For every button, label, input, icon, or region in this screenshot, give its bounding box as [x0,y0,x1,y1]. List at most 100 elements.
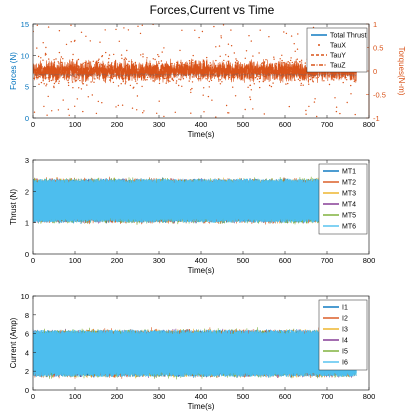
tau-x-point [117,104,120,107]
tau-x-point [155,75,157,77]
tau-x-point [184,74,187,77]
tau-x-point [175,65,177,68]
tau-x-point [68,67,71,69]
tau-x-point [48,67,51,69]
tau-x-point [288,74,290,76]
tau-x-point [101,102,103,104]
tau-x-point [62,99,64,101]
tau-x-point [121,104,124,106]
tau-x-point [268,84,271,87]
tau-x-point [90,81,92,83]
tau-x-point [276,71,278,74]
tau-x-point [179,49,181,52]
tau-x-point [256,78,259,80]
tau-x-point [208,80,210,83]
tau-x-point [134,65,136,68]
x-tick-label: 100 [69,120,82,129]
right-tick-label: -0.5 [373,91,386,100]
tau-x-point [197,66,199,68]
series-mt6 [33,178,357,223]
legend-label: TauX [330,43,346,50]
tau-x-point [121,76,123,78]
x-tick-label: 0 [31,120,35,129]
tau-x-point [259,29,261,31]
tau-x-point [53,86,55,89]
tau-x-point [39,65,42,68]
tau-x-point [174,75,176,78]
tau-x-point [354,113,356,116]
tau-x-point [198,36,200,39]
tau-x-point [205,72,207,74]
tau-x-point [38,83,40,86]
tau-x-point [298,61,301,63]
tau-x-point [92,60,95,62]
tau-x-point [49,76,51,78]
tau-x-point [80,31,83,33]
tau-x-point [167,66,169,69]
tau-x-point [161,51,163,53]
tau-x-point [120,83,122,85]
tau-x-point [82,70,84,73]
tau-x-point [33,111,36,113]
tau-x-point [137,25,139,27]
tau-x-point [145,71,147,74]
tau-x-point [117,85,120,87]
tau-x-point [314,74,316,77]
x-tick-label: 300 [153,392,166,401]
tau-x-point [341,74,343,76]
tau-x-point [118,40,121,42]
tau-x-point [219,83,222,85]
tau-x-point [122,69,125,72]
tau-x-point [36,47,38,49]
tau-x-point [71,58,74,61]
tau-x-point [244,57,246,59]
tau-x-point [181,29,183,31]
x-tick-label: 600 [279,120,292,129]
tau-x-point [291,61,293,64]
tau-x-point [72,87,74,89]
tau-x-point [232,73,235,75]
legend-label: MT3 [342,191,356,198]
tau-x-point [78,65,80,68]
tau-x-point [65,43,68,46]
tau-x-point [312,76,314,79]
tau-x-point [172,79,174,82]
tau-x-point [53,73,55,75]
tau-x-point [351,77,353,80]
tau-x-point [93,81,95,84]
tau-x-point [262,66,264,68]
tau-x-point [60,56,63,58]
right-tick-label: 0.5 [373,44,383,53]
tau-x-point [138,70,141,73]
tau-x-point [128,60,130,63]
tau-x-point [294,50,296,52]
tau-x-point [221,65,224,68]
y-tick-label: 0 [25,114,29,123]
tau-x-point [297,78,300,81]
tau-x-point [244,108,246,111]
tau-x-point [293,43,295,45]
tau-x-point [264,75,266,78]
tau-x-point [272,82,274,84]
tau-x-point [131,107,134,109]
tau-x-point [97,59,100,62]
tau-x-point [230,29,232,31]
y-tick-label: 1 [25,219,29,228]
tau-x-point [36,74,39,76]
tau-x-point [226,73,229,76]
tau-x-point [234,61,237,64]
tau-x-point [265,59,267,61]
tau-x-point [199,78,201,80]
tau-x-point [233,52,235,54]
tau-x-point [129,71,132,74]
tau-x-point [215,67,217,69]
tau-x-point [266,70,268,72]
axes-current: 0 100 200 300 400 500 600 700 800 0 2 4 6 8 10 Time(s) C… [9,292,375,411]
tau-x-point [105,51,107,54]
chart-thrust: 0 100 200 300 400 500 600 700 800 0 1 2 3 Time(s) Thru… [9,156,375,275]
tau-x-point [53,85,55,88]
y-tick-label: 3 [25,156,29,165]
tau-x-point [69,71,71,74]
tau-x-point [345,76,347,79]
